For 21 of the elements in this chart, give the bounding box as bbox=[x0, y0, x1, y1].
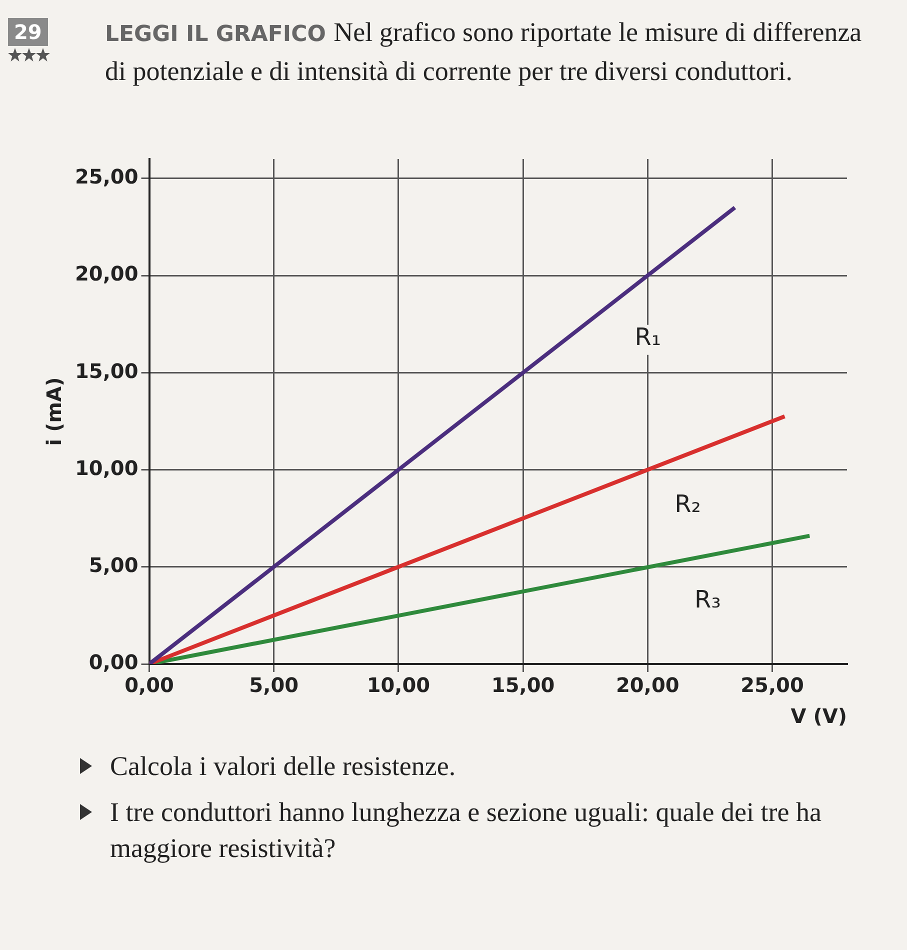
x-tick-label: 25,00 bbox=[740, 673, 804, 698]
text: Calcola i valori delle resistenze. bbox=[110, 750, 456, 783]
x-tick-label: 10,00 bbox=[366, 673, 430, 698]
x-axis-title: V (V) bbox=[790, 704, 847, 728]
series-label: R₂ bbox=[674, 490, 701, 518]
y-tick-label: 0,00 bbox=[88, 650, 138, 674]
y-tick-label: 15,00 bbox=[74, 358, 138, 383]
y-tick-label: 10,00 bbox=[74, 456, 138, 480]
series-label: R₃ bbox=[694, 586, 721, 614]
x-tick-label: 5,00 bbox=[249, 673, 299, 698]
text: 29 bbox=[8, 18, 48, 46]
x-tick-label: 0,00 bbox=[124, 673, 174, 698]
y-axis-title: i (mA) bbox=[42, 377, 66, 446]
x-tick-label: 15,00 bbox=[491, 673, 555, 698]
x-tick-label: 20,00 bbox=[616, 673, 680, 698]
series-label: R₁ bbox=[634, 323, 662, 352]
text: I tre conduttori hanno lunghezza e sezione uguali: quale dei tre ha maggiore resistività? bbox=[110, 796, 822, 865]
y-tick-label: 25,00 bbox=[74, 164, 138, 189]
y-tick-label: 20,00 bbox=[74, 262, 138, 286]
y-tick-label: 5,00 bbox=[88, 553, 138, 578]
chart-title: LEGGI IL GRAFICO Nel grafico sono riportate le misure di differenza di potenziale e di intensità di corrente per tre diversi conduttori. bbox=[105, 17, 862, 86]
